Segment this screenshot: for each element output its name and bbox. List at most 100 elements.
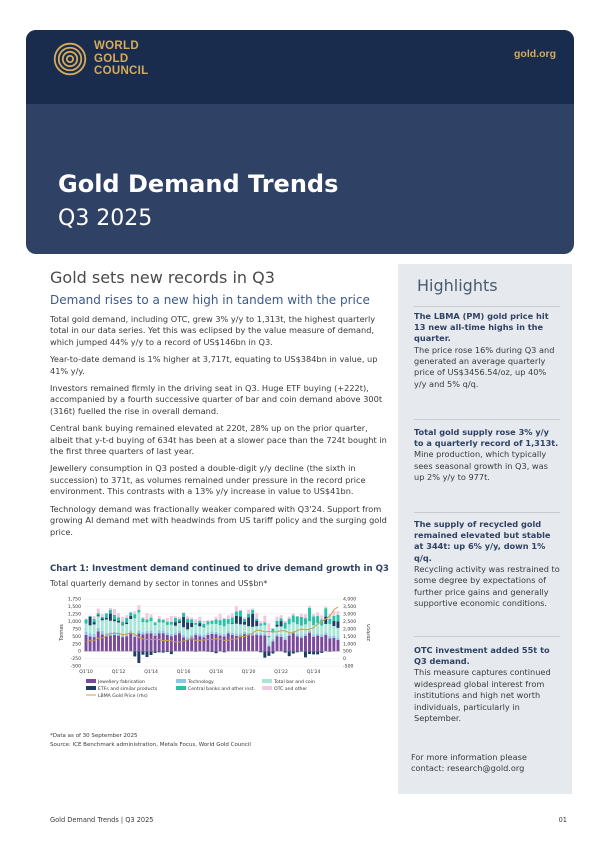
highlight-head: Total gold supply rose 3% y/y to a quart… bbox=[414, 427, 559, 449]
bar-segment bbox=[182, 634, 186, 638]
y-tick-label: 1,500 bbox=[68, 604, 81, 610]
gold-price-line bbox=[85, 606, 339, 643]
bar-segment bbox=[100, 617, 104, 619]
bar-segment bbox=[194, 624, 198, 633]
contact-email[interactable]: research@gold.org bbox=[447, 763, 525, 774]
bar-segment bbox=[165, 632, 169, 636]
logo-line-2: GOLD bbox=[94, 52, 129, 65]
bar-segment bbox=[186, 618, 190, 623]
bar-segment bbox=[206, 632, 210, 635]
bar-segment bbox=[214, 616, 218, 620]
bar-segment bbox=[308, 621, 311, 631]
y-axis-label: Tonnes bbox=[59, 624, 65, 642]
bar-segment bbox=[275, 633, 279, 637]
bar-segment bbox=[226, 623, 230, 632]
bar-segment bbox=[88, 616, 92, 626]
bar-segment bbox=[299, 651, 303, 652]
bar-segment bbox=[291, 651, 295, 654]
bar-segment bbox=[117, 620, 121, 623]
bar-segment bbox=[117, 622, 121, 633]
bar-segment bbox=[186, 639, 190, 652]
bar-segment bbox=[234, 633, 238, 636]
bar-segment bbox=[104, 612, 108, 614]
bar-segment bbox=[234, 615, 238, 624]
bar-segment bbox=[165, 624, 169, 633]
bar-segment bbox=[324, 635, 328, 652]
bar-segment bbox=[324, 608, 328, 617]
bar-segment bbox=[267, 637, 271, 645]
bar-segment bbox=[251, 608, 255, 610]
bar-segment bbox=[100, 620, 104, 632]
bar-segment bbox=[226, 631, 230, 634]
bar-segment bbox=[259, 623, 263, 626]
bar-segment bbox=[157, 630, 161, 634]
y-tick-label: -250 bbox=[71, 656, 82, 662]
bar-segment bbox=[206, 620, 210, 622]
bar-segment bbox=[182, 637, 186, 652]
bar-segment bbox=[108, 632, 112, 636]
logo-line-3: COUNCIL bbox=[94, 65, 149, 77]
y2-tick-label: 2,000 bbox=[343, 626, 356, 632]
highlight-body: The price rose 16% during Q3 and generat… bbox=[414, 344, 555, 389]
bar-segment bbox=[291, 630, 295, 634]
bar-segment bbox=[222, 626, 226, 635]
bar-segment bbox=[117, 635, 121, 652]
bar-segment bbox=[320, 634, 324, 637]
bar-segment bbox=[214, 634, 218, 652]
bar-segment bbox=[263, 633, 267, 636]
bar-segment bbox=[133, 633, 137, 637]
y2-tick-label: 1,000 bbox=[343, 641, 356, 647]
bar-segment bbox=[320, 636, 324, 652]
legend-swatch bbox=[176, 679, 186, 683]
bar-segment bbox=[182, 616, 186, 628]
bar-segment bbox=[206, 621, 210, 625]
bar-segment bbox=[308, 605, 311, 608]
legend-swatch bbox=[262, 686, 272, 690]
bar-segment bbox=[202, 626, 206, 628]
wgc-logo[interactable]: WORLD GOLD COUNCIL bbox=[52, 40, 149, 78]
bar-segment bbox=[320, 615, 324, 620]
chart-footnote: *Data as of 30 September 2025 bbox=[50, 733, 138, 739]
bar-segment bbox=[206, 634, 210, 652]
chart-subtitle: Total quarterly demand by sector in tonn… bbox=[50, 579, 268, 588]
bar-segment bbox=[230, 624, 234, 633]
bar-segment bbox=[190, 635, 194, 638]
bar-segment bbox=[129, 611, 133, 613]
bar-segment bbox=[299, 625, 303, 636]
x-tick-label: Q1'12 bbox=[112, 669, 126, 675]
site-link[interactable]: gold.org bbox=[514, 48, 556, 60]
bar-segment bbox=[295, 651, 299, 653]
contact-label: For more information please contact: bbox=[411, 752, 527, 774]
bar-segment bbox=[234, 606, 238, 612]
bar-segment bbox=[125, 624, 129, 634]
bar-segment bbox=[198, 636, 202, 652]
bar-segment bbox=[238, 616, 242, 625]
bar-segment bbox=[157, 633, 161, 652]
bar-segment bbox=[178, 619, 181, 622]
legend-label: LBMA Gold Price (rhs) bbox=[98, 693, 148, 699]
bar-segment bbox=[328, 624, 332, 636]
bar-segment bbox=[304, 614, 307, 619]
bar-segment bbox=[299, 635, 303, 638]
bar-segment bbox=[336, 639, 340, 652]
bar-segment bbox=[113, 635, 116, 652]
y2-tick-label: 3,500 bbox=[343, 604, 356, 610]
bar-segment bbox=[153, 635, 157, 652]
bar-segment bbox=[308, 651, 311, 655]
bar-segment bbox=[149, 617, 153, 622]
bar-segment bbox=[173, 635, 177, 652]
bar-segment bbox=[222, 634, 226, 637]
bar-segment bbox=[125, 633, 129, 637]
bar-segment bbox=[295, 636, 299, 652]
bar-segment bbox=[283, 637, 287, 640]
bar-segment bbox=[210, 651, 214, 652]
bar-segment bbox=[308, 632, 311, 652]
bar-segment bbox=[312, 636, 316, 652]
bar-segment bbox=[230, 635, 234, 652]
bar-segment bbox=[141, 631, 145, 635]
bar-segment bbox=[214, 619, 218, 624]
legend-label: OTC and other bbox=[274, 686, 307, 692]
bar-segment bbox=[283, 621, 287, 623]
bar-segment bbox=[222, 618, 226, 627]
bar-segment bbox=[169, 621, 173, 625]
